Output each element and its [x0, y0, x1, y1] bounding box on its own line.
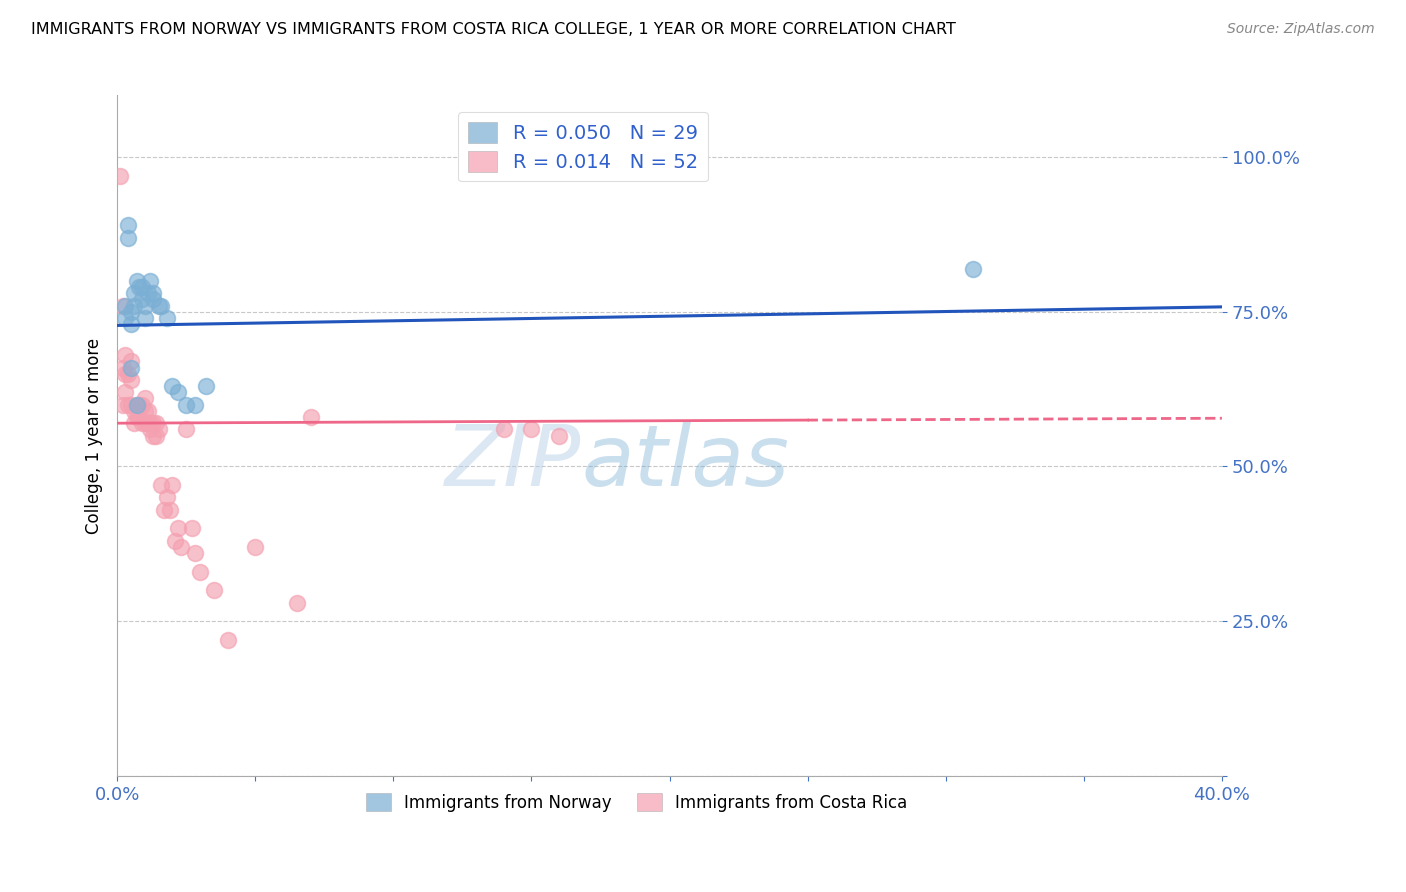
- Point: [120, 305, 142, 319]
- Point: [150, 299, 173, 313]
- Point: [183, 398, 205, 412]
- Point: [120, 360, 142, 375]
- Point: [117, 398, 139, 412]
- Point: [162, 478, 184, 492]
- Point: [134, 311, 156, 326]
- Point: [111, 360, 134, 375]
- Point: [202, 583, 225, 598]
- Point: [170, 540, 193, 554]
- Point: [117, 230, 139, 244]
- Legend: Immigrants from Norway, Immigrants from Costa Rica: Immigrants from Norway, Immigrants from …: [359, 787, 914, 819]
- Point: [217, 632, 239, 647]
- Point: [114, 299, 136, 313]
- Point: [111, 398, 134, 412]
- Point: [188, 565, 211, 579]
- Point: [114, 311, 136, 326]
- Point: [174, 398, 197, 412]
- Point: [142, 416, 165, 430]
- Point: [134, 404, 156, 418]
- Point: [120, 354, 142, 368]
- Point: [962, 261, 984, 276]
- Point: [167, 385, 190, 400]
- Point: [162, 379, 184, 393]
- Point: [142, 286, 165, 301]
- Point: [125, 398, 148, 412]
- Text: ZIP: ZIP: [444, 421, 581, 504]
- Point: [136, 404, 159, 418]
- Point: [120, 373, 142, 387]
- Point: [131, 280, 153, 294]
- Point: [125, 274, 148, 288]
- Point: [183, 546, 205, 560]
- Point: [122, 299, 145, 313]
- Point: [548, 428, 571, 442]
- Point: [108, 169, 131, 183]
- Point: [492, 422, 515, 436]
- Point: [139, 274, 162, 288]
- Point: [148, 422, 170, 436]
- Point: [122, 416, 145, 430]
- Point: [148, 299, 170, 313]
- Point: [153, 503, 176, 517]
- Y-axis label: College, 1 year or more: College, 1 year or more: [86, 337, 103, 533]
- Point: [142, 428, 165, 442]
- Point: [114, 348, 136, 362]
- Point: [125, 398, 148, 412]
- Point: [167, 521, 190, 535]
- Point: [120, 317, 142, 331]
- Text: atlas: atlas: [581, 421, 789, 504]
- Point: [194, 379, 217, 393]
- Point: [122, 286, 145, 301]
- Point: [120, 398, 142, 412]
- Point: [145, 428, 167, 442]
- Point: [134, 299, 156, 313]
- Point: [114, 385, 136, 400]
- Point: [114, 367, 136, 381]
- Point: [139, 422, 162, 436]
- Point: [122, 404, 145, 418]
- Point: [136, 286, 159, 301]
- Point: [134, 392, 156, 406]
- Point: [520, 422, 543, 436]
- Point: [156, 311, 179, 326]
- Point: [156, 491, 179, 505]
- Point: [134, 416, 156, 430]
- Text: Source: ZipAtlas.com: Source: ZipAtlas.com: [1227, 22, 1375, 37]
- Point: [131, 293, 153, 307]
- Point: [131, 398, 153, 412]
- Point: [165, 533, 187, 548]
- Point: [128, 409, 150, 424]
- Point: [117, 218, 139, 232]
- Point: [245, 540, 267, 554]
- Point: [145, 416, 167, 430]
- Point: [285, 596, 308, 610]
- Point: [139, 416, 162, 430]
- Point: [299, 409, 322, 424]
- Point: [180, 521, 202, 535]
- Point: [125, 409, 148, 424]
- Point: [117, 367, 139, 381]
- Point: [128, 280, 150, 294]
- Point: [159, 503, 181, 517]
- Point: [131, 416, 153, 430]
- Point: [174, 422, 197, 436]
- Point: [128, 398, 150, 412]
- Point: [111, 299, 134, 313]
- Point: [136, 416, 159, 430]
- Point: [142, 293, 165, 307]
- Text: IMMIGRANTS FROM NORWAY VS IMMIGRANTS FROM COSTA RICA COLLEGE, 1 YEAR OR MORE COR: IMMIGRANTS FROM NORWAY VS IMMIGRANTS FRO…: [31, 22, 956, 37]
- Point: [150, 478, 173, 492]
